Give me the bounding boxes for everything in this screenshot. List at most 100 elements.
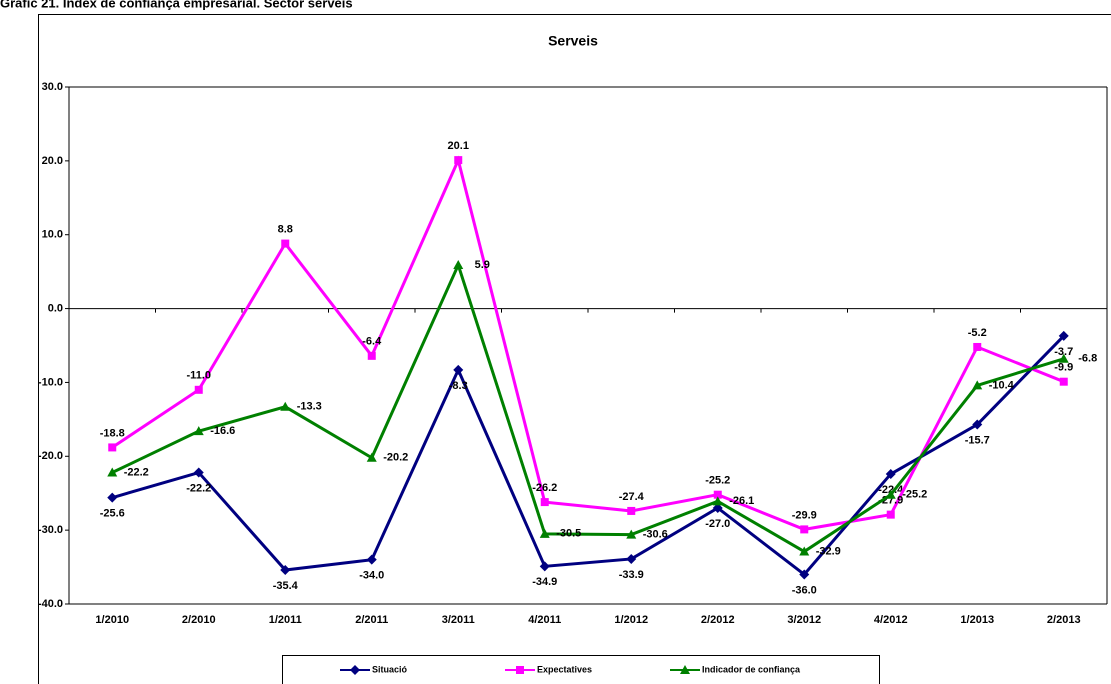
data-point	[107, 492, 118, 503]
data-point	[281, 239, 290, 248]
data-label: -15.7	[965, 434, 990, 446]
data-label: -22.2	[186, 482, 211, 494]
data-label: -5.2	[968, 327, 987, 339]
data-point	[799, 546, 810, 556]
data-label: -3.7	[1054, 346, 1073, 358]
data-point	[626, 553, 637, 564]
data-label: -30.6	[643, 528, 668, 540]
data-point	[799, 569, 810, 580]
data-label: -35.4	[273, 580, 299, 592]
series-line	[111, 155, 1065, 531]
legend-label: Situació	[372, 664, 408, 674]
legend-label: Expectatives	[537, 664, 592, 674]
data-label: -26.1	[729, 495, 754, 507]
x-tick-label: 4/2011	[528, 614, 561, 626]
data-label: -25.6	[100, 508, 125, 520]
data-label: -27.0	[705, 518, 730, 530]
series-line	[111, 260, 1065, 554]
data-point	[627, 506, 636, 515]
data-label: -6.4	[362, 336, 382, 348]
data-label: 5.9	[475, 259, 490, 271]
data-point	[453, 259, 464, 269]
data-point	[800, 525, 809, 534]
data-label: -25.2	[705, 475, 730, 487]
data-label: -27.4	[619, 491, 645, 503]
y-tick-label: 0.0	[48, 302, 63, 314]
data-point	[712, 496, 723, 506]
legend-box	[282, 655, 880, 684]
chart-frame	[38, 14, 1111, 684]
data-label: -32.9	[816, 545, 841, 557]
x-tick-label: 1/2011	[269, 614, 302, 626]
legend-label: Indicador de confiança	[702, 664, 801, 674]
data-point	[885, 489, 896, 499]
data-point	[972, 419, 983, 430]
data-point	[539, 528, 550, 538]
x-tick-label: 1/2010	[95, 614, 129, 626]
data-label: -25.2	[902, 489, 927, 501]
data-label: -6.8	[1078, 353, 1097, 365]
data-point	[713, 490, 722, 499]
data-label: -11.0	[187, 370, 211, 382]
x-tick-label: 4/2012	[874, 614, 908, 626]
data-point	[366, 554, 377, 565]
data-point	[712, 502, 723, 513]
data-label: -10.4	[989, 379, 1015, 391]
chart-title: Serveis	[548, 33, 598, 49]
legend-marker	[350, 665, 360, 675]
data-point	[194, 385, 203, 394]
data-label: -36.0	[792, 584, 817, 596]
data-point	[193, 467, 204, 478]
data-label: -20.2	[383, 452, 408, 464]
data-label: -34.0	[359, 570, 384, 582]
data-label: -22.2	[124, 466, 149, 478]
x-tick-label: 2/2013	[1047, 614, 1081, 626]
x-tick-label: 2/2012	[701, 614, 735, 626]
data-label: -16.6	[210, 425, 235, 437]
x-tick-label: 2/2011	[355, 614, 388, 626]
series-line	[111, 334, 1065, 577]
data-point	[453, 364, 464, 375]
header-title: Gràfic 21. Índex de confiança empresaria…	[0, 0, 353, 10]
y-tick-label: -30.0	[38, 524, 63, 536]
data-label: -18.8	[100, 427, 125, 439]
data-label: -30.5	[556, 528, 581, 540]
y-tick-label: -20.0	[38, 450, 63, 462]
data-label: 8.8	[278, 223, 293, 235]
legend-marker	[680, 665, 690, 674]
data-point	[454, 156, 463, 165]
data-point	[972, 380, 983, 390]
data-point	[367, 351, 376, 360]
y-tick-label: -10.0	[38, 376, 63, 388]
data-point	[1059, 377, 1068, 386]
data-point	[108, 443, 117, 452]
x-tick-label: 3/2012	[787, 614, 821, 626]
y-tick-label: 10.0	[42, 229, 63, 241]
data-point	[540, 498, 549, 507]
data-point	[626, 529, 637, 539]
data-point	[193, 426, 204, 436]
data-label: -33.9	[619, 569, 644, 581]
data-point	[107, 467, 118, 477]
x-tick-label: 1/2012	[614, 614, 648, 626]
data-point	[280, 565, 291, 576]
data-label: -34.9	[532, 576, 557, 588]
x-tick-label: 1/2013	[960, 614, 994, 626]
data-point	[280, 401, 291, 411]
data-point	[1058, 330, 1069, 341]
data-point	[973, 342, 982, 351]
data-point	[539, 561, 550, 572]
y-tick-label: -40.0	[38, 598, 63, 610]
data-label: -29.9	[792, 509, 817, 521]
x-tick-label: 2/2010	[182, 614, 216, 626]
legend-marker	[516, 666, 524, 674]
data-point	[1058, 353, 1069, 363]
data-label: -13.3	[297, 401, 322, 413]
data-point	[366, 452, 377, 462]
y-tick-label: 20.0	[42, 155, 63, 167]
x-tick-label: 3/2011	[442, 614, 475, 626]
data-label: 20.1	[448, 140, 469, 152]
data-label: -8.3	[449, 380, 468, 392]
data-label: -26.2	[532, 482, 557, 494]
